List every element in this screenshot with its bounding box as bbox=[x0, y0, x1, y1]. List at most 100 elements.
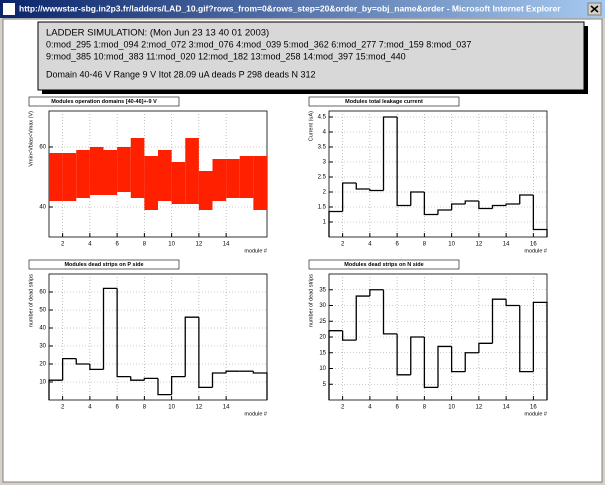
histogram-bin bbox=[396, 333, 411, 376]
y-tick-label: 3 bbox=[323, 160, 327, 166]
y-axis-label: number of dead strips bbox=[28, 274, 34, 327]
range-bar bbox=[226, 159, 240, 198]
close-button[interactable] bbox=[587, 2, 602, 16]
x-tick-label: 4 bbox=[88, 242, 92, 248]
range-bar bbox=[185, 138, 199, 204]
x-tick-label: 8 bbox=[143, 405, 147, 411]
x-tick-label: 14 bbox=[223, 242, 230, 248]
histogram-bin bbox=[184, 316, 199, 377]
range-bar bbox=[144, 156, 158, 210]
histogram-bin bbox=[116, 288, 131, 378]
x-tick-label: 12 bbox=[196, 405, 203, 411]
y-tick-label: 40 bbox=[39, 326, 46, 332]
histogram-bin bbox=[61, 357, 77, 381]
histogram-bin bbox=[369, 289, 384, 297]
x-tick-label: 12 bbox=[196, 242, 203, 248]
x-axis-label: module # bbox=[524, 411, 548, 417]
x-tick-label: 6 bbox=[115, 242, 119, 248]
y-axis-label: Current (uA) bbox=[308, 111, 314, 141]
histogram-bin bbox=[450, 203, 466, 210]
chart-title: Modules total leakage current bbox=[345, 99, 423, 105]
histogram-bin bbox=[532, 195, 548, 237]
window-title: http://wwwstar-sbg.in2p3.fr/ladders/LAD_… bbox=[19, 3, 561, 13]
x-tick-label: 12 bbox=[476, 405, 483, 411]
histogram-bin bbox=[532, 301, 548, 400]
chart-title: Modules operation domains [40-46]+-9 V bbox=[51, 99, 157, 105]
range-bar bbox=[171, 162, 186, 204]
y-tick-label: 15 bbox=[319, 350, 326, 356]
y-tick-label: 20 bbox=[39, 362, 46, 368]
y-tick-label: 3.5 bbox=[318, 145, 327, 151]
x-tick-label: 14 bbox=[503, 405, 510, 411]
x-axis-label: module # bbox=[244, 248, 268, 254]
range-bar bbox=[198, 171, 213, 210]
histogram-bin bbox=[437, 345, 452, 388]
histogram-bin bbox=[369, 189, 384, 192]
x-tick-label: 10 bbox=[448, 405, 455, 411]
x-axis-label: module # bbox=[524, 248, 548, 254]
y-tick-label: 30 bbox=[319, 303, 326, 309]
header-line: Domain 40-46 V Range 9 V Itot 28.09 uA d… bbox=[46, 69, 316, 79]
histogram-bin bbox=[491, 298, 507, 344]
y-tick-label: 20 bbox=[319, 335, 326, 341]
x-tick-label: 8 bbox=[423, 242, 427, 248]
header-box bbox=[37, 21, 585, 91]
x-tick-label: 2 bbox=[341, 405, 345, 411]
chart-title: Modules dead strips on N side bbox=[344, 262, 423, 268]
histogram-bin bbox=[89, 364, 104, 371]
histogram-bin bbox=[75, 358, 90, 365]
range-bar bbox=[49, 153, 63, 201]
y-tick-label: 4 bbox=[323, 130, 327, 136]
y-tick-label: 50 bbox=[39, 308, 46, 314]
histogram-bin bbox=[143, 377, 158, 381]
x-tick-label: 10 bbox=[448, 242, 455, 248]
histogram-bin bbox=[198, 317, 213, 389]
y-tick-label: 30 bbox=[39, 344, 46, 350]
y-tick-label: 1 bbox=[323, 220, 327, 226]
histogram-bin bbox=[519, 305, 534, 373]
histogram-bin bbox=[328, 330, 343, 400]
y-tick-label: 2.5 bbox=[318, 175, 327, 181]
y-tick-label: 1.5 bbox=[318, 205, 327, 211]
histogram-bin bbox=[211, 372, 227, 388]
histogram-bin bbox=[491, 204, 507, 209]
range-bar bbox=[76, 150, 90, 198]
header-line: LADDER SIMULATION: (Mon Jun 23 13 40 01 … bbox=[46, 28, 269, 39]
histogram-bin bbox=[382, 116, 398, 191]
chart-title-box bbox=[28, 259, 180, 270]
histogram-bin bbox=[252, 371, 268, 400]
histogram-bin bbox=[341, 182, 357, 212]
x-tick-label: 4 bbox=[368, 405, 372, 411]
histogram-bin bbox=[341, 330, 357, 341]
y-tick-label: 25 bbox=[319, 319, 326, 325]
range-bar bbox=[212, 159, 227, 201]
plot-frame bbox=[328, 110, 548, 238]
histogram-bin bbox=[464, 352, 479, 372]
histogram-bin bbox=[130, 376, 145, 381]
range-bar bbox=[62, 153, 77, 201]
histogram-bin bbox=[48, 379, 63, 400]
histogram-bin bbox=[382, 289, 398, 335]
range-bar bbox=[103, 150, 118, 195]
histogram-bin bbox=[423, 337, 438, 389]
histogram-bin bbox=[410, 336, 425, 375]
y-axis-label: Vmin<Vbias<Vmax (V) bbox=[28, 111, 34, 167]
x-tick-label: 14 bbox=[503, 242, 510, 248]
y-axis-label: number of dead strips bbox=[308, 274, 314, 327]
y-tick-label: 2 bbox=[323, 190, 327, 196]
x-tick-label: 6 bbox=[115, 405, 119, 411]
histogram-bin bbox=[410, 191, 425, 206]
range-bar bbox=[89, 147, 104, 195]
histogram-bin bbox=[505, 299, 520, 307]
histogram-bin bbox=[396, 117, 411, 207]
chart-title-box bbox=[308, 259, 460, 270]
x-tick-label: 4 bbox=[88, 405, 92, 411]
histogram-bin bbox=[437, 209, 452, 215]
histogram-bin bbox=[423, 192, 438, 216]
range-bar bbox=[117, 147, 131, 192]
y-tick-label: 60 bbox=[39, 145, 46, 151]
x-tick-label: 12 bbox=[476, 242, 483, 248]
x-tick-label: 2 bbox=[341, 242, 345, 248]
